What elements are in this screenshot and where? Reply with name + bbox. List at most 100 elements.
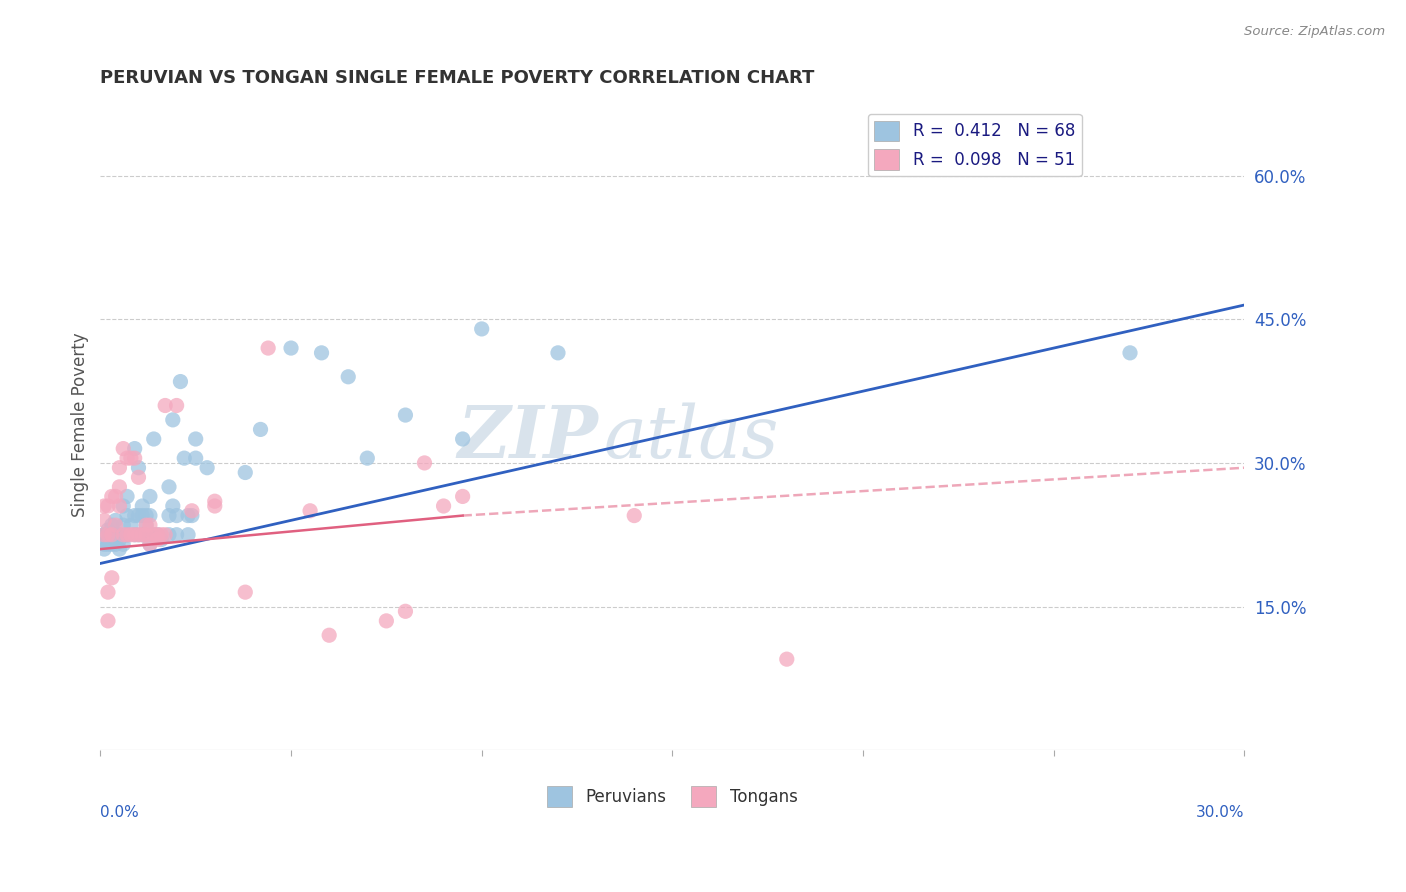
Point	[97, 537, 120, 551]
Point	[112, 499, 135, 513]
Point	[146, 533, 169, 547]
Point	[131, 527, 153, 541]
Point	[120, 527, 142, 541]
Point	[162, 413, 184, 427]
Point	[204, 499, 226, 513]
Text: Source: ZipAtlas.com: Source: ZipAtlas.com	[1244, 25, 1385, 38]
Point	[120, 518, 142, 533]
Point	[112, 537, 135, 551]
Point	[257, 341, 280, 355]
Point	[101, 490, 124, 504]
Point	[127, 527, 149, 541]
Point	[124, 527, 146, 541]
Point	[97, 523, 120, 537]
Point	[166, 527, 188, 541]
Point	[115, 451, 138, 466]
Point	[173, 451, 195, 466]
Point	[108, 499, 131, 513]
Point	[131, 499, 153, 513]
Point	[127, 470, 149, 484]
Point	[337, 369, 360, 384]
Point	[166, 399, 188, 413]
Point	[153, 527, 176, 541]
Point	[177, 508, 200, 523]
Point	[97, 533, 120, 547]
Point	[93, 542, 115, 557]
Point	[547, 346, 569, 360]
Point	[375, 614, 398, 628]
Point	[101, 533, 124, 547]
Point	[108, 533, 131, 547]
Point	[180, 504, 202, 518]
Point	[115, 527, 138, 541]
Point	[135, 508, 157, 523]
Point	[115, 527, 138, 541]
Point	[153, 399, 176, 413]
Point	[142, 527, 165, 541]
Point	[127, 527, 149, 541]
Legend: Peruvians, Tongans: Peruvians, Tongans	[540, 780, 804, 814]
Point	[93, 513, 115, 527]
Point	[451, 432, 474, 446]
Point	[124, 442, 146, 456]
Point	[115, 508, 138, 523]
Point	[311, 346, 333, 360]
Point	[108, 542, 131, 557]
Text: 0.0%: 0.0%	[100, 805, 139, 821]
Point	[97, 585, 120, 599]
Y-axis label: Single Female Poverty: Single Female Poverty	[72, 333, 89, 517]
Text: ZIP: ZIP	[457, 402, 598, 473]
Point	[280, 341, 302, 355]
Point	[112, 527, 135, 541]
Point	[394, 408, 416, 422]
Point	[115, 490, 138, 504]
Point	[162, 499, 184, 513]
Point	[139, 508, 162, 523]
Point	[204, 494, 226, 508]
Point	[166, 508, 188, 523]
Point	[135, 518, 157, 533]
Point	[157, 527, 180, 541]
Point	[623, 508, 645, 523]
Point	[104, 537, 127, 551]
Point	[233, 466, 256, 480]
Point	[127, 460, 149, 475]
Point	[124, 508, 146, 523]
Point	[177, 527, 200, 541]
Point	[184, 432, 207, 446]
Point	[104, 527, 127, 541]
Point	[124, 451, 146, 466]
Text: 30.0%: 30.0%	[1197, 805, 1244, 821]
Point	[93, 527, 115, 541]
Point	[150, 527, 173, 541]
Point	[131, 527, 153, 541]
Point	[233, 585, 256, 599]
Point	[101, 527, 124, 541]
Point	[112, 518, 135, 533]
Point	[108, 480, 131, 494]
Point	[394, 604, 416, 618]
Point	[104, 518, 127, 533]
Point	[146, 527, 169, 541]
Point	[150, 533, 173, 547]
Point	[139, 537, 162, 551]
Point	[776, 652, 799, 666]
Point	[101, 518, 124, 533]
Point	[146, 527, 169, 541]
Point	[115, 527, 138, 541]
Point	[101, 537, 124, 551]
Point	[157, 508, 180, 523]
Point	[180, 508, 202, 523]
Point	[104, 513, 127, 527]
Point	[101, 527, 124, 541]
Point	[101, 571, 124, 585]
Point	[184, 451, 207, 466]
Point	[135, 518, 157, 533]
Point	[108, 527, 131, 541]
Text: PERUVIAN VS TONGAN SINGLE FEMALE POVERTY CORRELATION CHART: PERUVIAN VS TONGAN SINGLE FEMALE POVERTY…	[100, 69, 814, 87]
Point	[97, 614, 120, 628]
Point	[299, 504, 322, 518]
Point	[120, 451, 142, 466]
Point	[451, 490, 474, 504]
Point	[93, 537, 115, 551]
